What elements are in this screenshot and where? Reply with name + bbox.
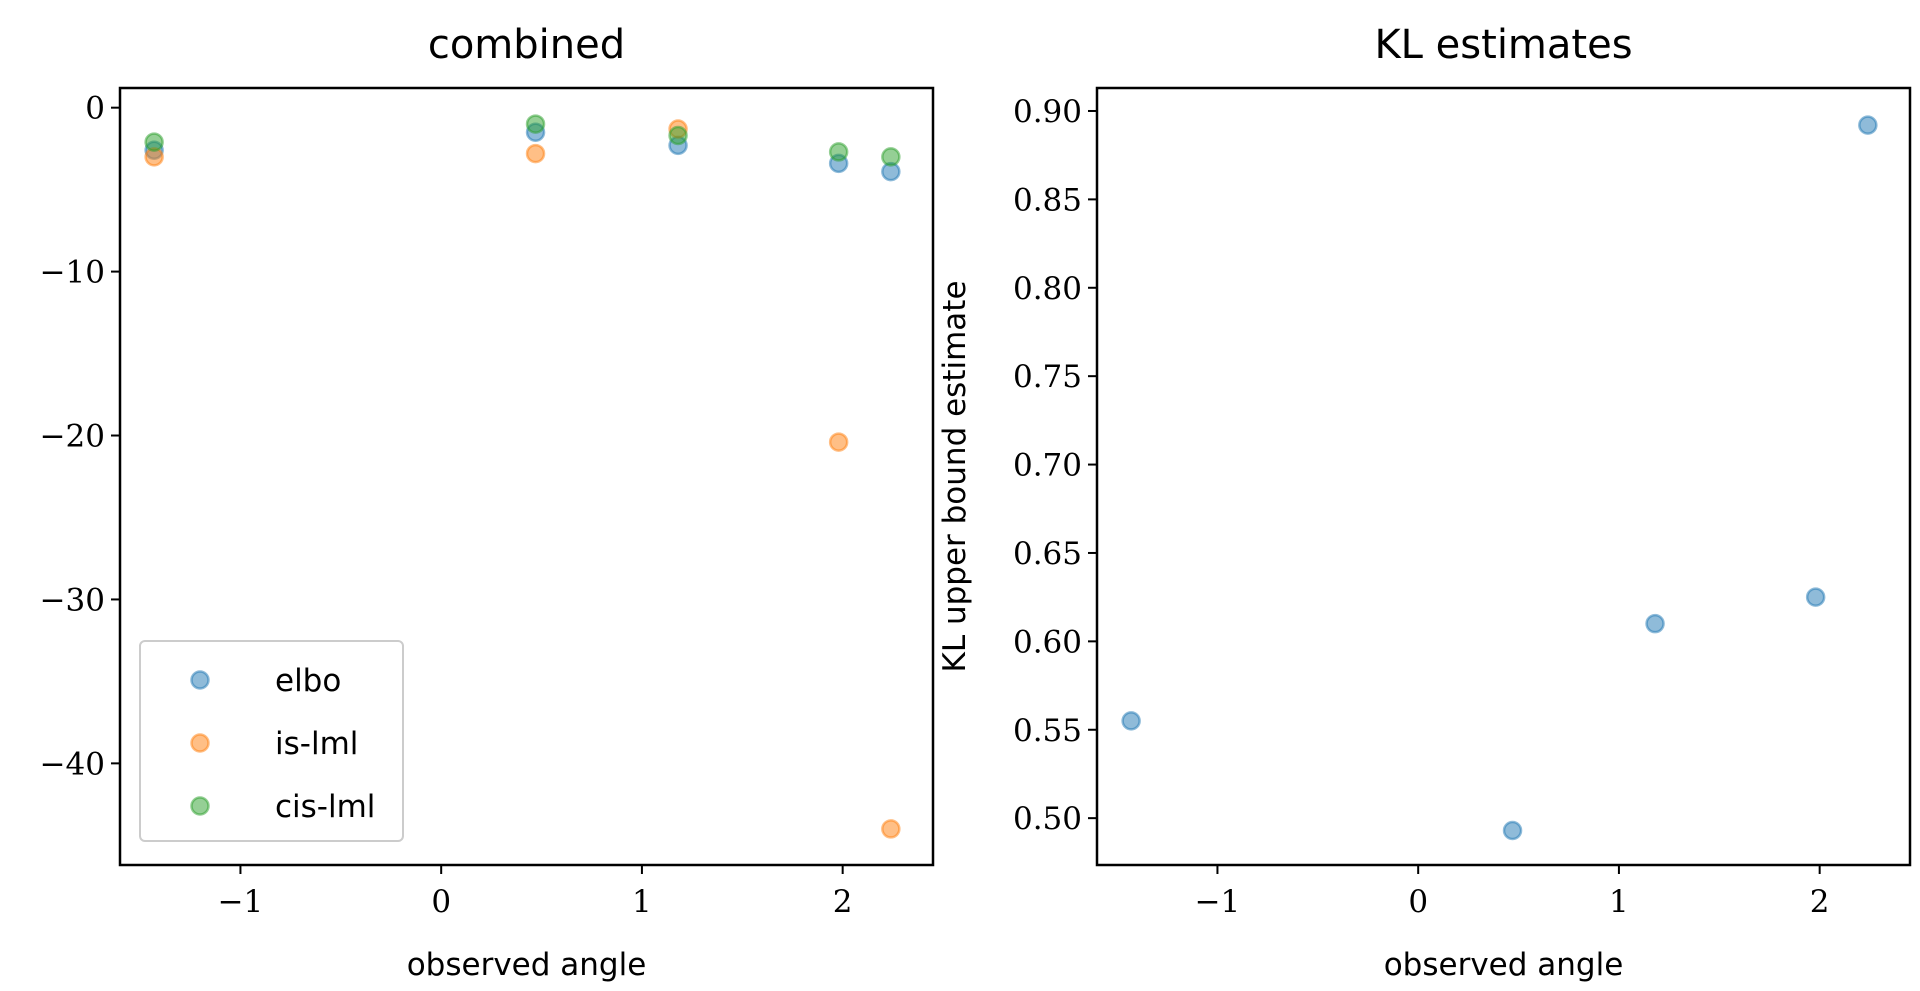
- x-tick-label: 1: [1609, 884, 1629, 920]
- legend-label: cis-lml: [275, 789, 375, 825]
- y-tick-label: 0.60: [1013, 624, 1082, 660]
- chart-title: KL estimates: [1374, 22, 1632, 68]
- data-point: [525, 114, 546, 134]
- data-point: [144, 132, 164, 152]
- x-tick-label: −1: [1195, 884, 1241, 920]
- data-point: [668, 125, 688, 146]
- y-tick-label: 0.80: [1013, 271, 1082, 307]
- y-tick-label: −30: [40, 582, 105, 618]
- x-axis-label: observed angle: [407, 947, 647, 983]
- x-axis-label: observed angle: [1384, 947, 1624, 983]
- data-point: [1502, 820, 1523, 841]
- y-tick-label: 0.55: [1013, 713, 1082, 749]
- data-point: [525, 143, 546, 164]
- y-tick-label: −20: [40, 419, 105, 455]
- y-tick-label: 0: [85, 91, 105, 127]
- y-tick-label: 0.75: [1013, 359, 1082, 395]
- y-axis-label: KL upper bound estimate: [937, 280, 973, 672]
- axes-frame: [1095, 86, 1912, 867]
- y-tick-label: −40: [40, 746, 105, 782]
- axes-frame: [118, 86, 935, 867]
- legend-marker: [190, 733, 210, 753]
- chart-title: combined: [428, 22, 625, 68]
- data-point: [1805, 587, 1826, 607]
- legend-marker: [190, 796, 210, 816]
- data-point: [881, 819, 901, 839]
- legend-box: [139, 640, 404, 842]
- legend-marker: [190, 670, 210, 690]
- y-tick-label: −10: [40, 255, 105, 291]
- x-tick-label: 1: [632, 884, 652, 920]
- data-point: [1645, 613, 1665, 634]
- data-point: [1121, 711, 1141, 731]
- y-tick-label: 0.90: [1013, 94, 1082, 130]
- legend-label: is-lml: [275, 726, 358, 762]
- subplot-2: KL estimates −1 0 1 2 0.50 0.55 0.60 0.65 0.70 0.7…: [937, 22, 1912, 983]
- data-point: [881, 147, 901, 167]
- legend: elbo is-lml cis-lml: [139, 640, 404, 842]
- x-tick-label: 0: [431, 884, 451, 920]
- x-tick-label: 2: [833, 884, 853, 920]
- data-point: [828, 142, 849, 162]
- y-tick-label: 0.70: [1013, 448, 1082, 484]
- y-tick-label: 0.50: [1013, 801, 1082, 837]
- x-tick-label: 0: [1408, 884, 1428, 920]
- x-tick-label: 2: [1810, 884, 1830, 920]
- y-tick-label: 0.65: [1013, 536, 1082, 572]
- data-point: [1858, 115, 1878, 135]
- x-tick-label: −1: [218, 884, 264, 920]
- y-tick-label: 0.85: [1013, 182, 1082, 218]
- data-point: [828, 432, 849, 452]
- legend-label: elbo: [275, 663, 341, 699]
